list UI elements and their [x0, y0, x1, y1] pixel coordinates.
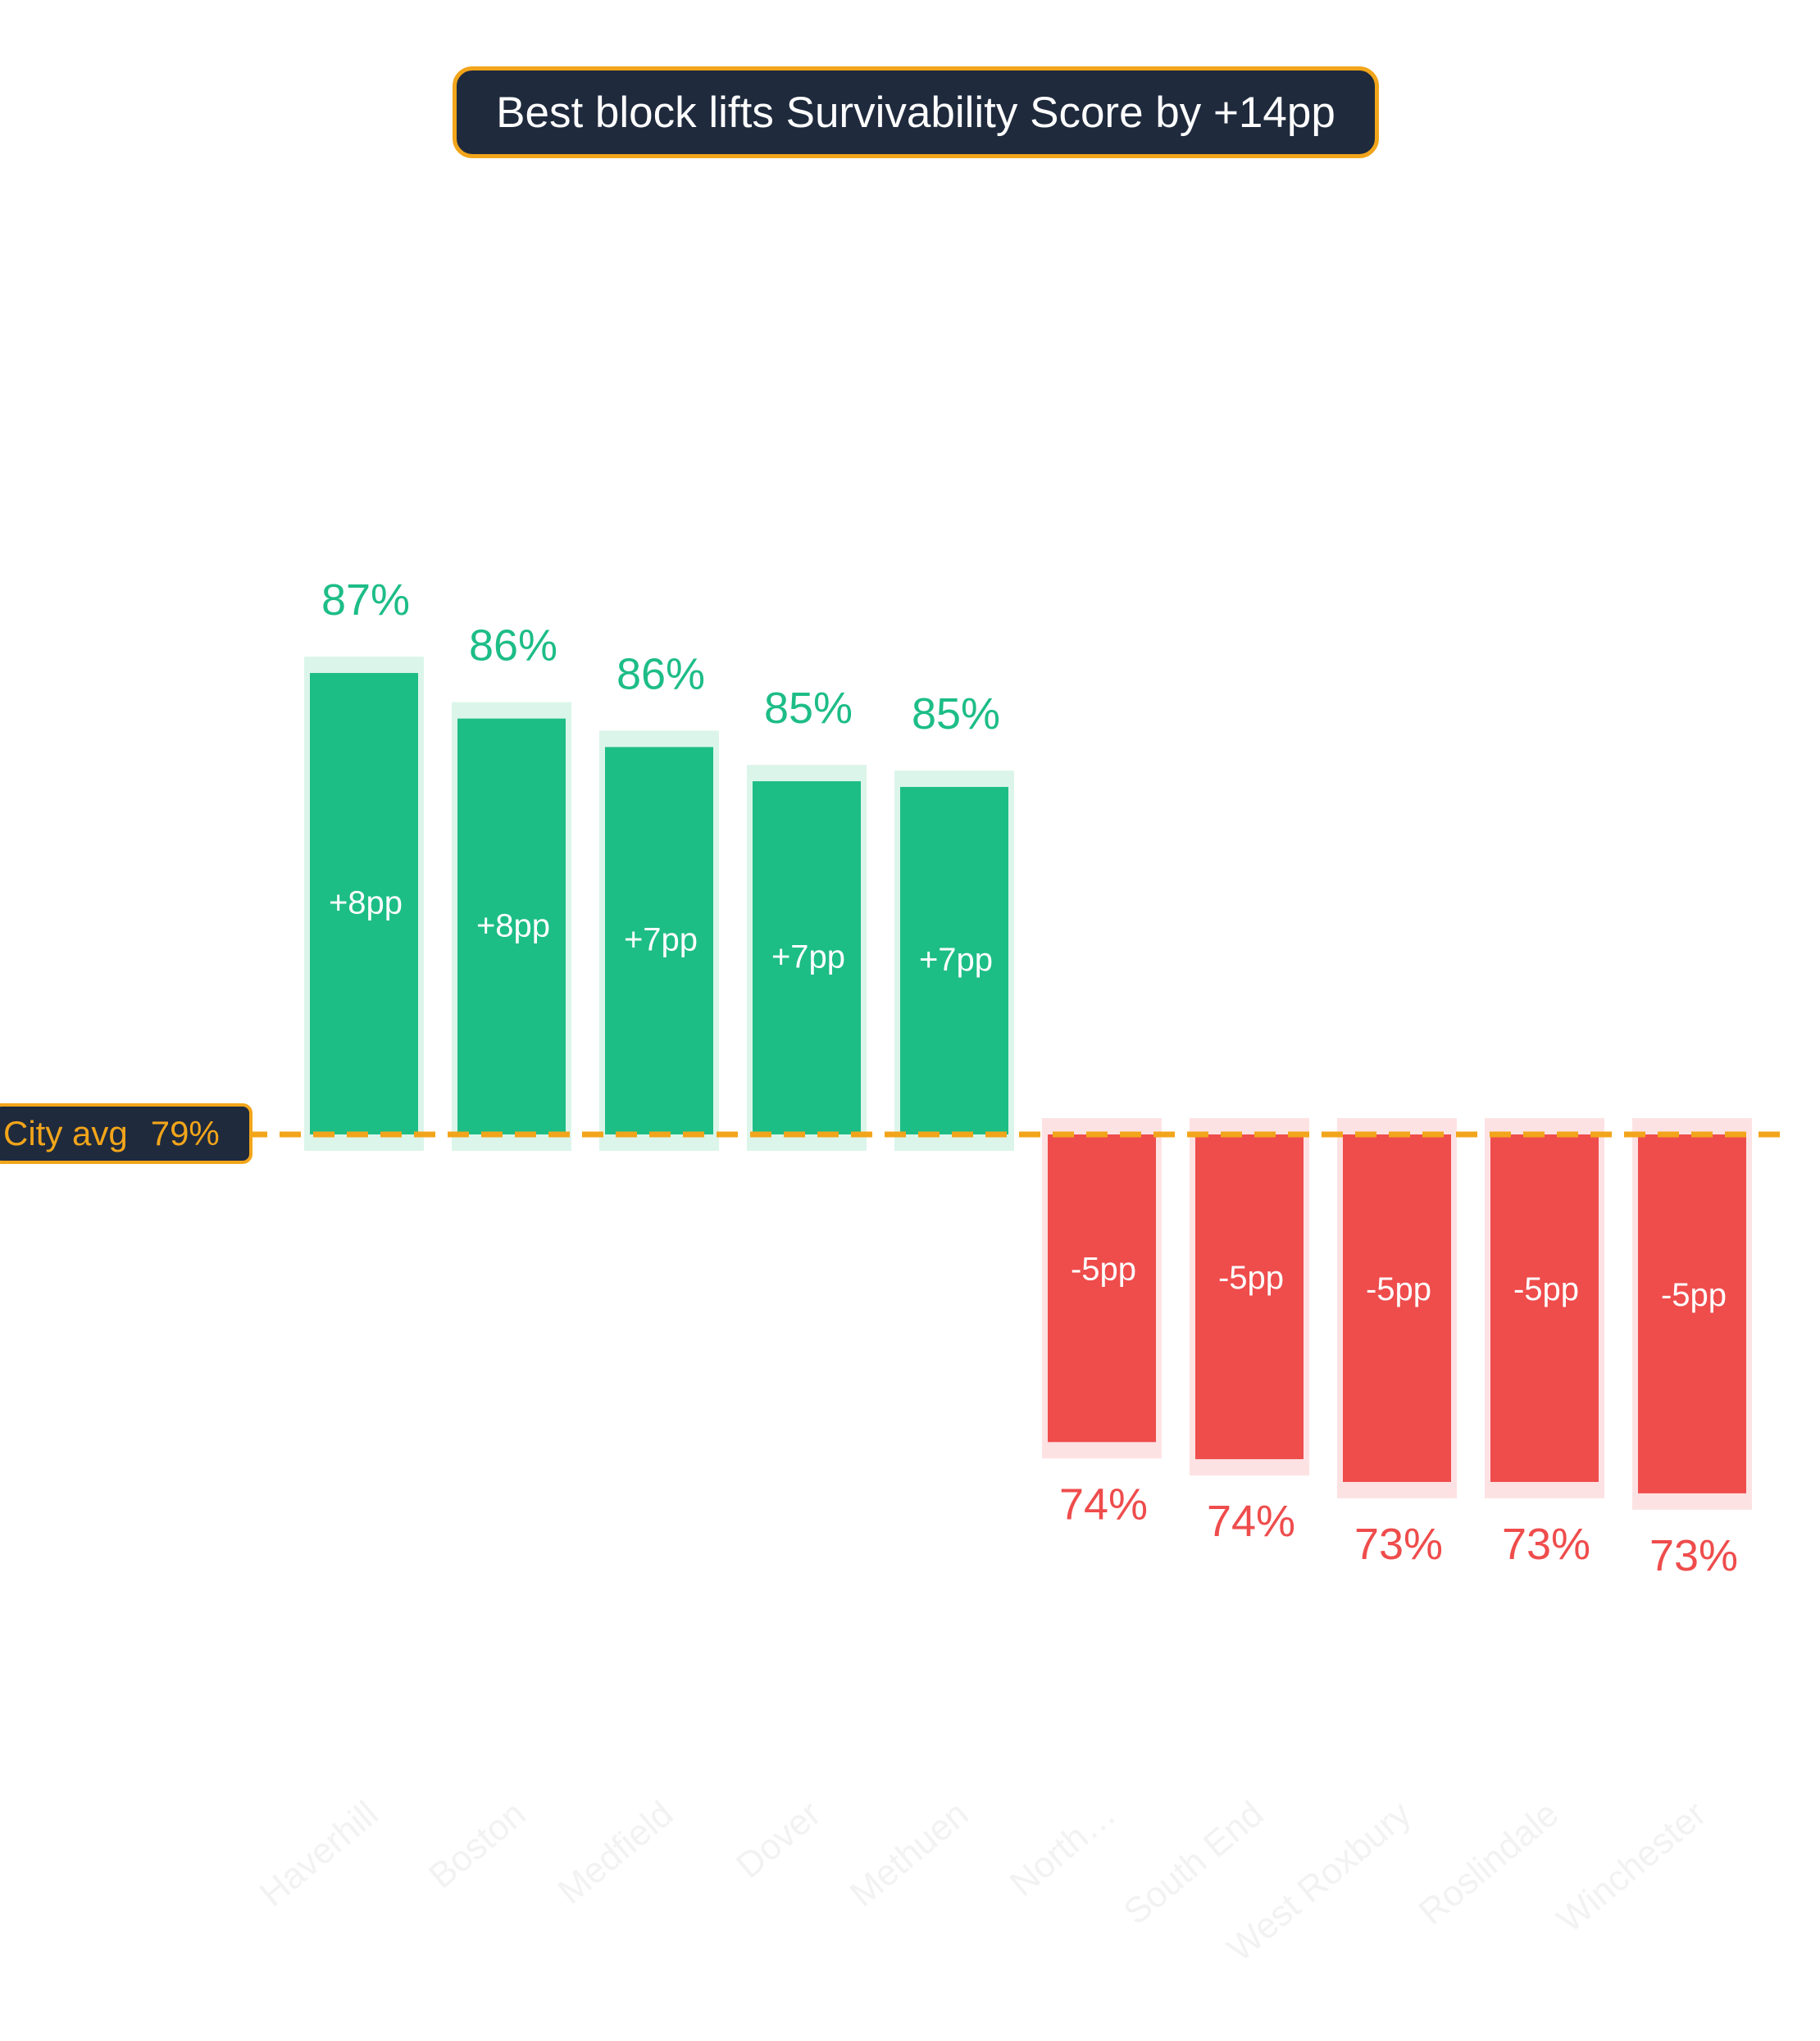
value-label: 73%: [1502, 1520, 1590, 1569]
value-label: 73%: [1354, 1520, 1443, 1569]
value-label: 74%: [1059, 1480, 1148, 1529]
category-label: Boston: [421, 1793, 533, 1897]
value-label: 73%: [1649, 1531, 1738, 1580]
bar: [310, 673, 418, 1134]
value-label: 86%: [469, 621, 557, 670]
delta-label: +7pp: [771, 939, 845, 975]
value-label: 86%: [617, 649, 705, 698]
category-label: Haverhill: [253, 1793, 386, 1915]
delta-label: +8pp: [329, 885, 403, 921]
bar: [1343, 1134, 1451, 1482]
value-label: 85%: [764, 684, 853, 733]
value-label: 85%: [912, 689, 1000, 739]
category-label: South End: [1117, 1793, 1272, 1933]
delta-label: -5pp: [1661, 1277, 1727, 1313]
category-labels: Haverhill Boston Medfield Dover Methuen North…: [253, 1793, 1714, 1970]
bar: [457, 718, 566, 1134]
bar: [1048, 1134, 1156, 1443]
bars: [310, 673, 1746, 1493]
bar: [605, 747, 713, 1134]
city-average-badge: City avg 79%: [0, 1103, 253, 1164]
city-average-label: City avg: [3, 1114, 128, 1152]
delta-label: +8pp: [476, 907, 550, 943]
value-label: 87%: [321, 575, 410, 625]
delta-label: +7pp: [919, 942, 993, 978]
delta-label: -5pp: [1071, 1252, 1136, 1288]
bar: [1195, 1134, 1304, 1460]
delta-label: -5pp: [1513, 1271, 1579, 1307]
category-label: Dover: [729, 1793, 828, 1886]
chart-title: Best block lifts Survivability Score by …: [453, 66, 1379, 158]
delta-label: -5pp: [1366, 1271, 1431, 1307]
bar: [900, 787, 1008, 1134]
city-average-value: 79%: [150, 1114, 220, 1152]
category-label: Medfield: [551, 1793, 681, 1911]
category-label: Methuen: [843, 1793, 976, 1915]
category-label: Roslindale: [1412, 1793, 1567, 1933]
bar: [1490, 1134, 1599, 1482]
chart-title-text: Best block lifts Survivability Score by …: [496, 88, 1335, 137]
bar: [1638, 1134, 1746, 1493]
value-labels: 87% 86% 86% 85% 85% 74% 74% 73% 73% 73%: [321, 575, 1738, 1580]
delta-label: -5pp: [1218, 1260, 1284, 1296]
bar: [753, 781, 861, 1134]
category-label: Winchester: [1549, 1793, 1713, 1940]
delta-label: +7pp: [624, 922, 698, 958]
category-label: North…: [1003, 1793, 1124, 1904]
value-label: 74%: [1207, 1497, 1295, 1546]
delta-labels: +8pp +8pp +7pp +7pp +7pp -5pp -5pp -5pp -5pp -5pp: [329, 885, 1727, 1313]
